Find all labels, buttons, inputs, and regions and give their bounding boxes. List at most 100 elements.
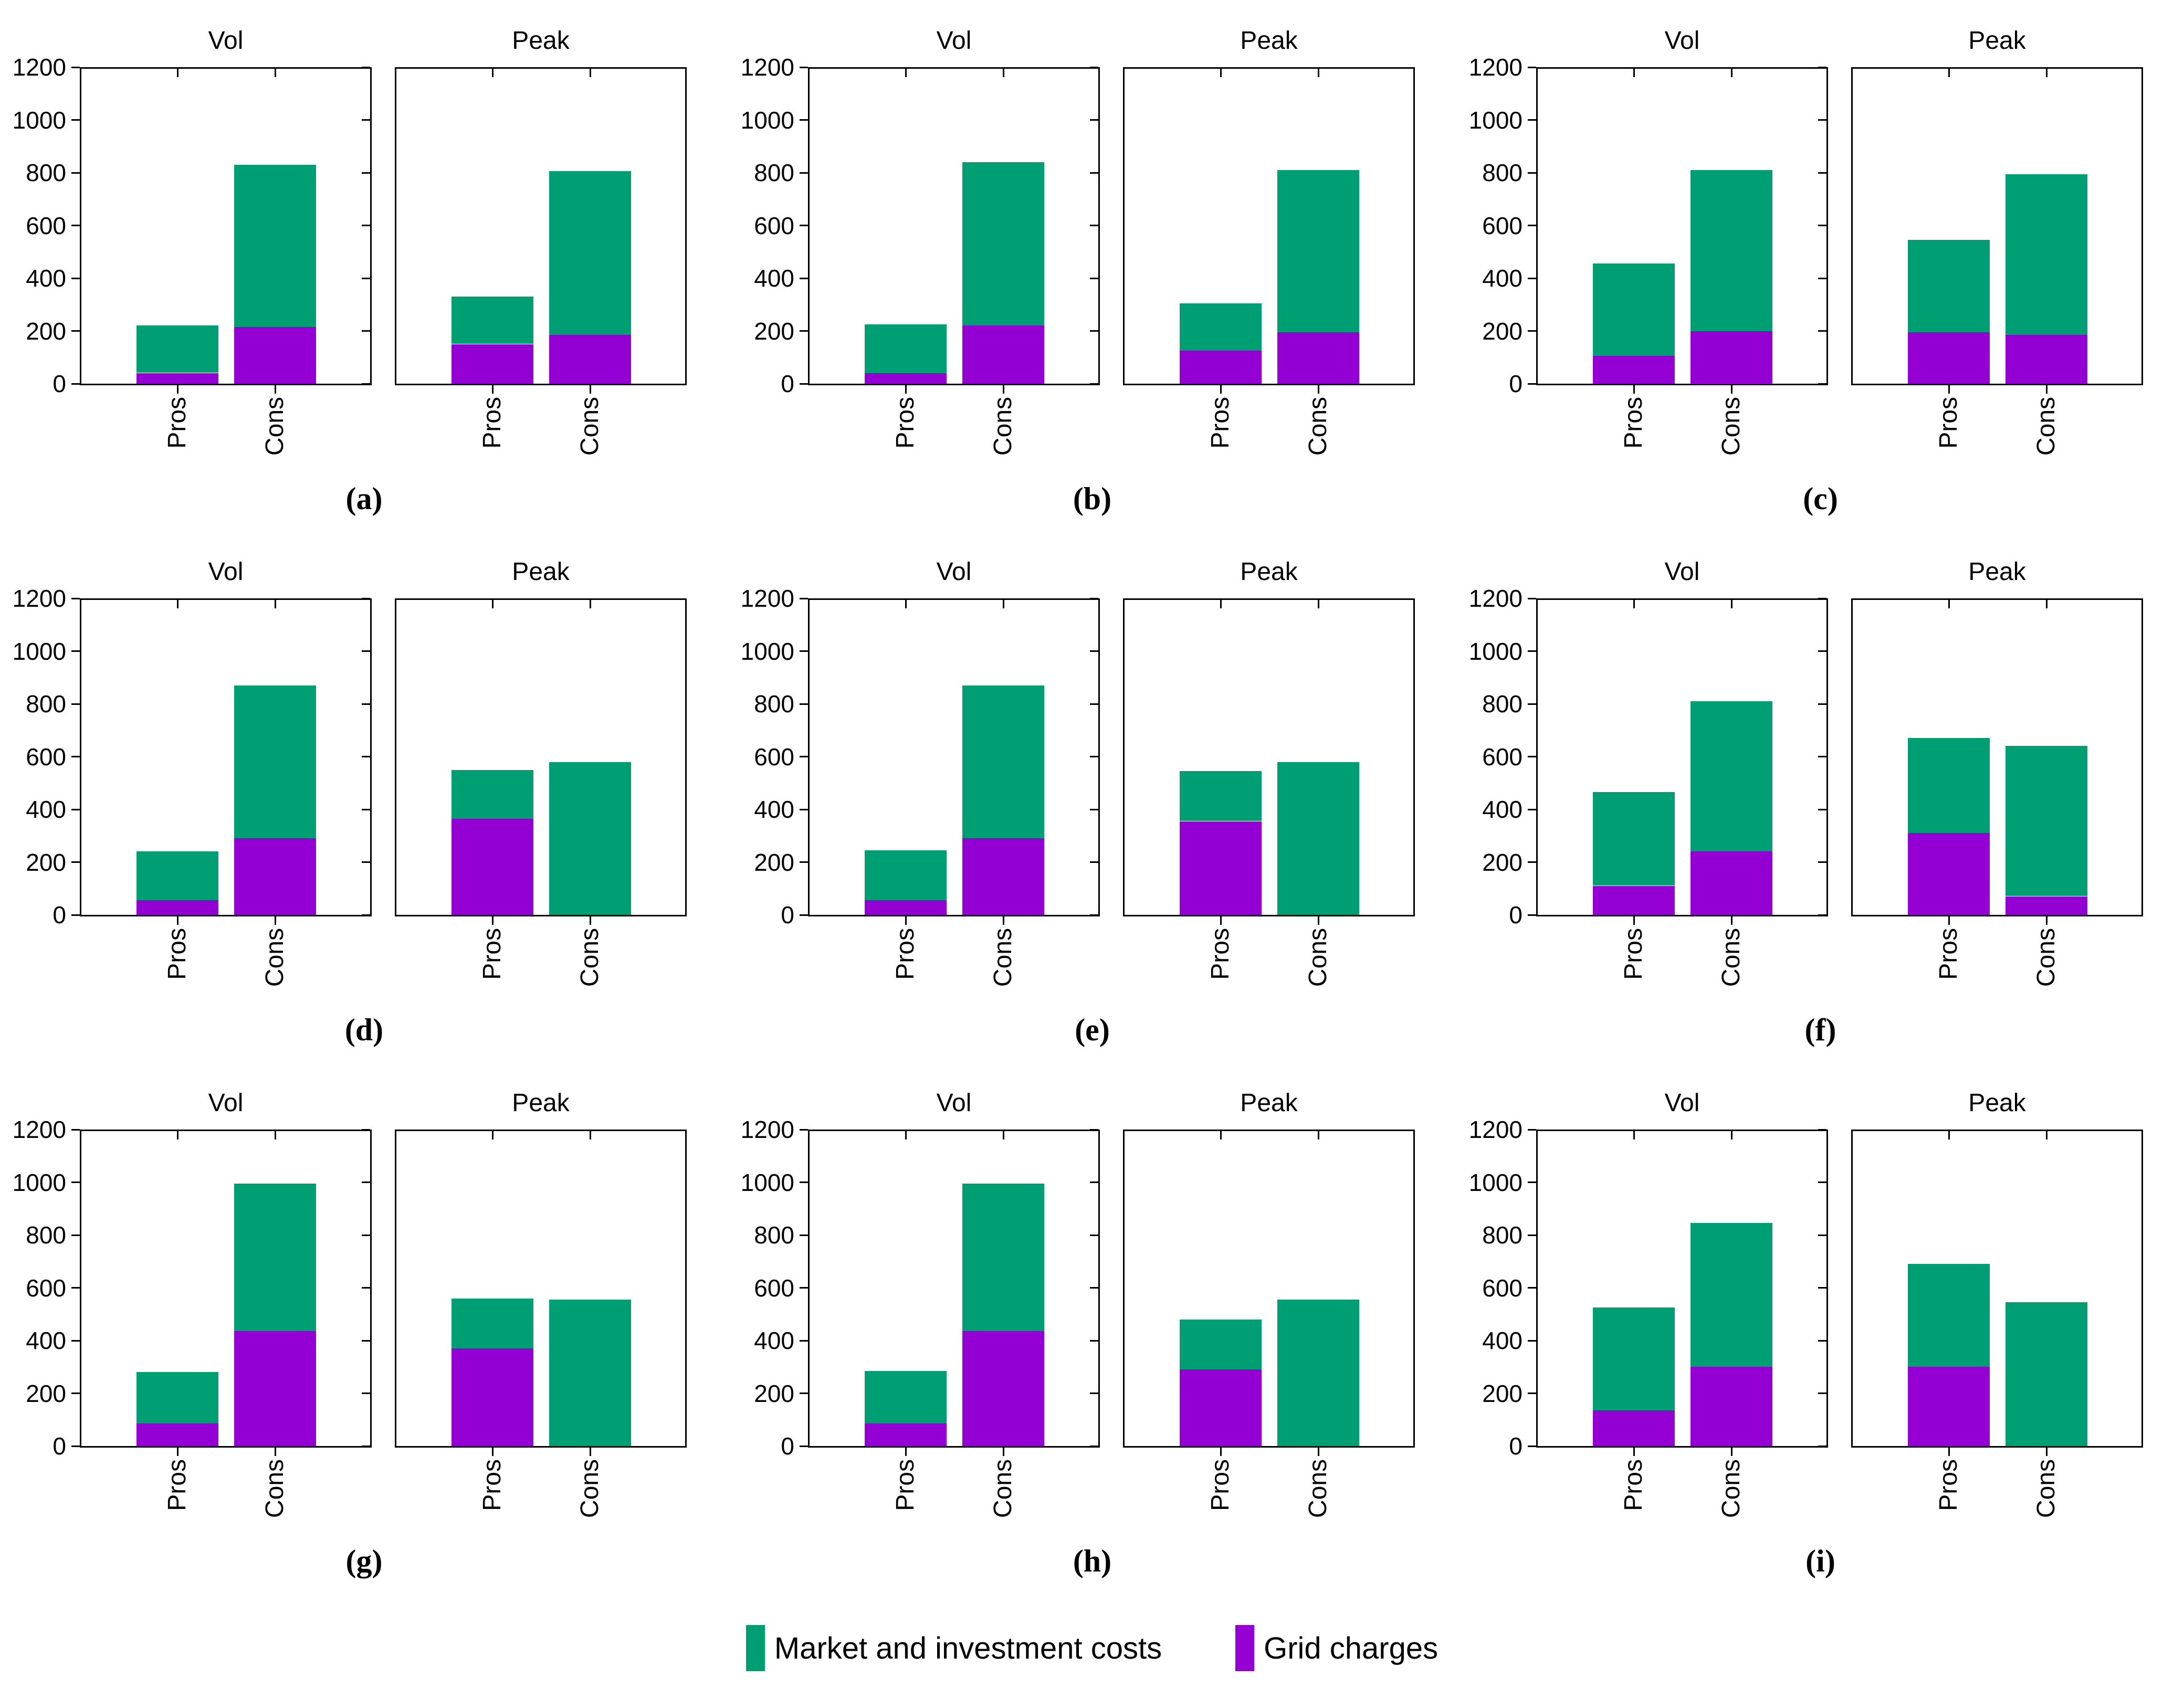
y-tick-label: 800 (754, 159, 794, 186)
y-tick-label: 1200 (12, 54, 66, 81)
y-tick-mark-right-inner (1818, 598, 1826, 599)
x-tick-mark-top-inner (275, 600, 276, 608)
x-tick-label-text: Cons (1717, 928, 1745, 987)
y-tick-mark-left (71, 172, 80, 174)
subplot-group-f: Vol 0 200 400 600 800 1000 1200 Pros Cons Peak Pros… (1456, 536, 2184, 1068)
y-tick-mark-left (71, 67, 80, 68)
x-tick-mark-top-inner (1003, 600, 1004, 608)
bar-cons-segment-grid-charges (234, 1331, 316, 1446)
y-tick-mark-left (1528, 330, 1536, 332)
x-tick-label-text: Cons (576, 1459, 604, 1518)
y-tick-mark-right-inner (1818, 278, 1826, 279)
bar-pros-segment-market-costs (136, 1372, 218, 1423)
x-tick-label-cons: Cons (2028, 1459, 2065, 1606)
bar-pros-segment-grid-charges (1180, 1369, 1262, 1446)
bar-pros-segment-market-costs (1908, 1264, 1990, 1367)
panel-title-vol: Vol (936, 1089, 972, 1117)
x-tick-label-cons: Cons (1300, 928, 1337, 1075)
x-tick-label-text: Cons (2032, 928, 2060, 987)
bar-pros-segment-grid-charges (1593, 356, 1675, 384)
y-tick-mark-right-inner (1090, 1235, 1098, 1236)
x-tick-mark-bottom (1220, 916, 1222, 925)
x-tick-label-text: Pros (478, 397, 506, 449)
y-tick-mark-left (1528, 67, 1536, 68)
x-tick-label-cons: Cons (985, 397, 1022, 544)
x-tick-label-text: Cons (1304, 397, 1332, 456)
y-tick-mark-left (1528, 119, 1536, 121)
x-tick-label-text: Pros (163, 928, 191, 980)
x-tick-mark-bottom (2046, 1448, 2048, 1456)
x-tick-label-pros: Pros (474, 1459, 511, 1606)
y-tick-mark-right-inner (1818, 383, 1826, 385)
y-tick-label: 200 (754, 849, 794, 876)
y-tick-label: 0 (1509, 1432, 1522, 1460)
plot-area-vol (808, 1130, 1100, 1448)
y-tick-label: 0 (52, 1432, 66, 1460)
bar-pros-segment-market-costs (136, 851, 218, 900)
y-tick-mark-right-inner (1090, 1181, 1098, 1183)
y-tick-label: 600 (26, 1274, 66, 1302)
y-tick-mark-left (800, 1287, 808, 1289)
x-tick-label-text: Pros (891, 928, 919, 980)
group-caption-i: (i) (1805, 1544, 1835, 1578)
bar-pros-segment-grid-charges (136, 1423, 218, 1446)
y-tick-mark-left (800, 598, 808, 599)
y-tick-mark-right-inner (1818, 172, 1826, 174)
bar-cons-segment-market-costs (549, 171, 631, 335)
y-tick-label: 400 (754, 265, 794, 292)
y-tick-mark-right-inner (362, 861, 370, 863)
group-caption-c: (c) (1803, 481, 1838, 516)
y-tick-label: 400 (754, 796, 794, 823)
y-tick-label: 1000 (740, 638, 794, 665)
x-tick-label-text: Cons (2032, 1459, 2060, 1518)
y-tick-label: 200 (26, 849, 66, 876)
y-tick-label: 1000 (12, 638, 66, 665)
y-tick-mark-left (1528, 703, 1536, 705)
legend-label-market: Market and investment costs (774, 1631, 1162, 1665)
plot-area-peak (1123, 67, 1415, 385)
y-tick-mark-left (1528, 172, 1536, 174)
y-tick-mark-right-inner (1090, 756, 1098, 757)
x-tick-label-pros: Pros (1615, 397, 1652, 544)
x-tick-label-text: Pros (163, 397, 191, 449)
panel-title-peak: Peak (512, 27, 570, 55)
y-tick-mark-left (800, 67, 808, 68)
x-tick-label-cons: Cons (572, 397, 608, 544)
y-tick-mark-right-inner (1818, 119, 1826, 121)
x-tick-label-pros: Pros (159, 928, 196, 1075)
y-tick-mark-right-inner (1818, 1340, 1826, 1342)
y-tick-mark-right-inner (362, 383, 370, 385)
x-tick-mark-top-inner (1633, 1131, 1635, 1140)
y-tick-mark-left (71, 650, 80, 652)
bar-pros-segment-grid-charges (865, 900, 947, 915)
bar-cons-segment-grid-charges (2006, 896, 2087, 915)
x-tick-mark-bottom (590, 385, 591, 394)
panel-title-peak: Peak (1968, 1089, 2026, 1117)
y-tick-mark-right-inner (1818, 1181, 1826, 1183)
y-tick-label: 400 (26, 265, 66, 292)
y-tick-mark-left (1528, 756, 1536, 757)
y-tick-mark-right-inner (1090, 598, 1098, 599)
x-tick-label-pros: Pros (1202, 1459, 1239, 1606)
plot-area-peak (395, 598, 687, 916)
y-tick-mark-right-inner (1818, 756, 1826, 757)
subplot-group-h: Vol 0 200 400 600 800 1000 1200 Pros Cons Peak Pros… (728, 1068, 1456, 1599)
legend-swatch-market-icon (746, 1625, 765, 1671)
y-tick-mark-right-inner (1090, 650, 1098, 652)
x-tick-label-text: Pros (1935, 928, 1962, 980)
panel-title-peak: Peak (512, 558, 570, 586)
y-tick-mark-left (71, 330, 80, 332)
y-tick-mark-left (800, 1129, 808, 1131)
subplot-group-b: Vol 0 200 400 600 800 1000 1200 Pros Cons Peak Pros… (728, 5, 1456, 536)
y-tick-mark-left (800, 756, 808, 757)
y-tick-mark-left (1528, 861, 1536, 863)
x-tick-mark-top-inner (1003, 1131, 1004, 1140)
x-tick-mark-top-inner (177, 600, 178, 608)
legend-item-grid: Grid charges (1235, 1625, 1438, 1671)
x-tick-mark-top-inner (1731, 1131, 1732, 1140)
panel-title-peak: Peak (1240, 558, 1298, 586)
x-tick-mark-bottom (492, 385, 494, 394)
y-tick-label: 600 (26, 743, 66, 771)
x-tick-label-pros: Pros (474, 397, 511, 544)
